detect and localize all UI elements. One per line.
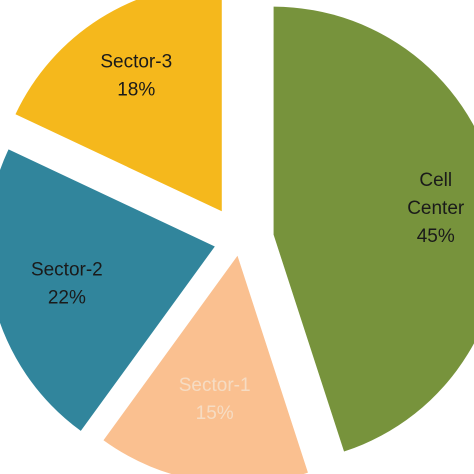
slice-name-label: Center [407,198,465,219]
slice-value-label: 45% [417,226,455,247]
slice-sector-1 [103,255,308,474]
slice-label-sector-3: Sector-3 18% [100,52,172,101]
slice-sector-2 [0,149,215,431]
slice-value-label: 22% [48,287,86,308]
slice-sector-3 [15,0,222,212]
slice-value-label: 18% [117,80,155,101]
slice-name-label: Sector-2 [31,259,103,280]
slice-name-label: Sector-3 [100,52,172,73]
slice-label-sector-2: Sector-2 22% [31,259,103,308]
pie-labels: Cell Center 45%Sector-1 15%Sector-2 22%Secto… [31,52,465,424]
slice-name-label: Sector-1 [179,375,251,396]
slice-cell-center [273,6,474,452]
slice-name-label: Cell [419,170,452,191]
slice-label-cell-center: Cell Center 45% [407,170,465,247]
slice-label-sector-1: Sector-1 15% [179,375,251,424]
slice-value-label: 15% [196,403,234,424]
